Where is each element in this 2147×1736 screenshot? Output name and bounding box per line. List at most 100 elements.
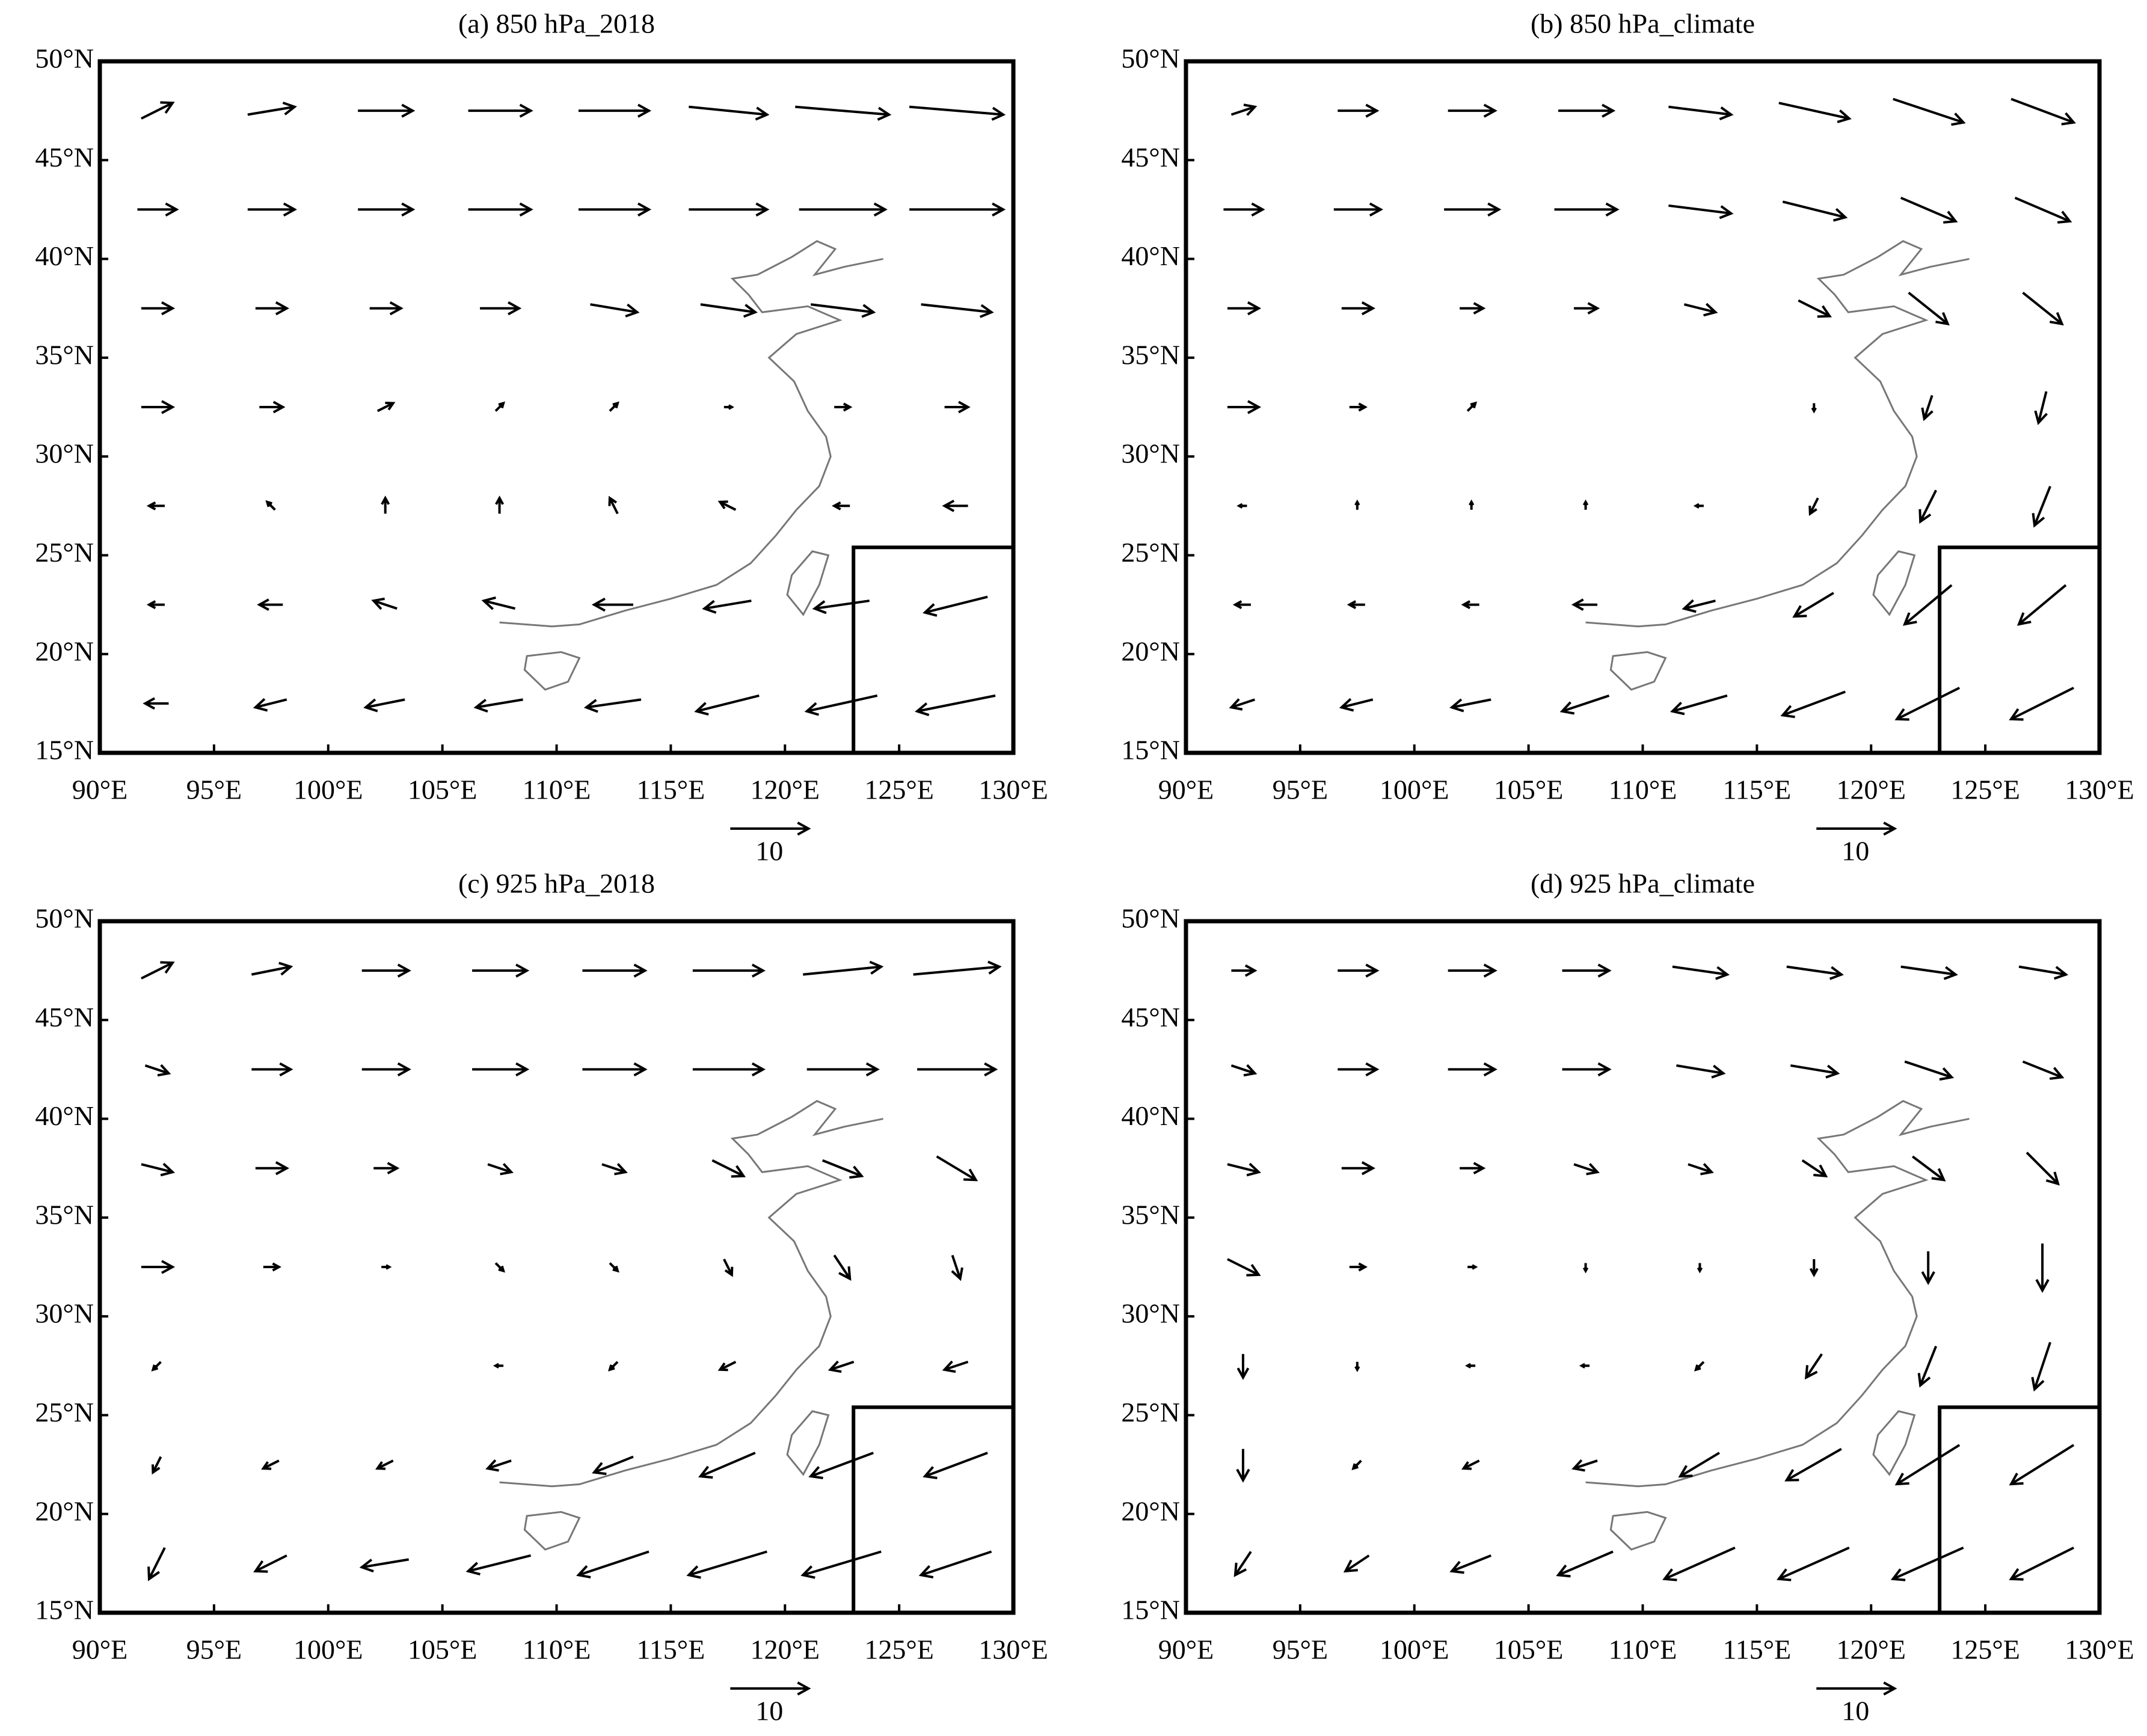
wind-vector bbox=[2035, 1244, 2050, 1293]
wind-vector bbox=[1903, 584, 1953, 626]
wind-vector bbox=[1347, 600, 1365, 610]
wind-vector bbox=[1694, 1361, 1705, 1372]
wind-vector bbox=[609, 401, 619, 412]
wind-vector bbox=[1230, 1064, 1258, 1077]
y-tick-label: 50°N bbox=[1121, 43, 1180, 74]
y-tick-label: 15°N bbox=[1121, 1595, 1180, 1625]
wind-vector bbox=[917, 1062, 998, 1077]
wind-vector bbox=[472, 1062, 530, 1077]
wind-vector bbox=[717, 1361, 737, 1372]
wind-vector bbox=[1894, 1444, 1961, 1486]
wind-vector bbox=[1894, 687, 1961, 721]
wind-vector bbox=[263, 1262, 281, 1272]
wind-vector bbox=[1236, 1449, 1250, 1483]
y-tick-label: 20°N bbox=[1121, 636, 1180, 666]
wind-vector bbox=[1465, 1363, 1476, 1369]
x-tick-label: 120°E bbox=[751, 774, 820, 805]
wind-vector bbox=[1339, 698, 1374, 712]
wind-vector bbox=[1338, 1062, 1380, 1077]
wind-vector bbox=[806, 1062, 880, 1077]
wind-vector bbox=[923, 595, 988, 617]
reference-vector bbox=[1816, 1681, 1897, 1696]
wind-vector bbox=[822, 1159, 864, 1179]
x-tick-label: 95°E bbox=[1273, 774, 1328, 805]
wind-vector bbox=[141, 400, 176, 414]
reference-label: 10 bbox=[1841, 836, 1869, 866]
wind-vector bbox=[1444, 202, 1502, 217]
wind-vector bbox=[1236, 503, 1247, 509]
y-tick-label: 40°N bbox=[1121, 241, 1180, 271]
wind-vector bbox=[1460, 1162, 1486, 1175]
wind-vector bbox=[601, 1163, 628, 1176]
wind-vector bbox=[1676, 1064, 1726, 1079]
wind-vector bbox=[480, 301, 522, 316]
wind-vector bbox=[1343, 1554, 1370, 1573]
wind-vector bbox=[800, 1550, 882, 1579]
x-tick-label: 90°E bbox=[72, 774, 128, 805]
y-tick-label: 15°N bbox=[35, 735, 94, 765]
wind-vector bbox=[1448, 1062, 1497, 1077]
wind-vector bbox=[1688, 1163, 1714, 1176]
wind-vector bbox=[578, 202, 652, 217]
y-tick-label: 30°N bbox=[1121, 438, 1180, 469]
wind-vector bbox=[1231, 964, 1258, 977]
wind-vector bbox=[1562, 963, 1612, 978]
wind-vector bbox=[576, 1550, 650, 1579]
wind-vector bbox=[468, 103, 533, 118]
y-tick-label: 30°N bbox=[1121, 1298, 1180, 1329]
x-tick-label: 100°E bbox=[293, 774, 363, 805]
wind-vector bbox=[1338, 103, 1380, 118]
wind-vector bbox=[1460, 302, 1486, 315]
y-tick-label: 40°N bbox=[35, 241, 94, 271]
wind-vector bbox=[2026, 1152, 2060, 1186]
wind-vector bbox=[1921, 394, 1934, 422]
wind-vector bbox=[2022, 1060, 2065, 1080]
x-tick-label: 115°E bbox=[1722, 1634, 1791, 1665]
wind-vector bbox=[698, 1452, 756, 1479]
wind-vector bbox=[1900, 965, 1958, 980]
y-tick-label: 25°N bbox=[35, 537, 94, 568]
wind-vector bbox=[1461, 1459, 1480, 1470]
x-tick-label: 110°E bbox=[1609, 774, 1677, 805]
wind-vector bbox=[1579, 1363, 1590, 1369]
wind-vector bbox=[1921, 1251, 1935, 1286]
y-tick-label: 45°N bbox=[35, 1002, 94, 1032]
wind-vector bbox=[1582, 499, 1589, 510]
island bbox=[1872, 1410, 1916, 1476]
wind-vector bbox=[1801, 1159, 1828, 1178]
wind-vector bbox=[146, 600, 165, 610]
wind-vector bbox=[1227, 301, 1262, 316]
wind-vector bbox=[1354, 1361, 1360, 1372]
wind-vector bbox=[2009, 1444, 2075, 1486]
y-tick-label: 20°N bbox=[1121, 1495, 1180, 1526]
wind-vector bbox=[1662, 1547, 1736, 1581]
wind-vector bbox=[592, 1455, 634, 1476]
wind-vector bbox=[1230, 103, 1258, 116]
wind-vector bbox=[1449, 698, 1491, 713]
x-tick-label: 125°E bbox=[1950, 1634, 2020, 1665]
wind-vector bbox=[1777, 1547, 1850, 1581]
wind-vector bbox=[1809, 1259, 1819, 1278]
wind-vector bbox=[2016, 584, 2067, 626]
wind-vector bbox=[363, 698, 405, 713]
wind-vector bbox=[361, 1062, 411, 1077]
wind-vector bbox=[371, 597, 398, 610]
x-tick-label: 90°E bbox=[1158, 1634, 1214, 1665]
wind-vector bbox=[1227, 400, 1262, 414]
wind-vector bbox=[369, 301, 404, 316]
wind-vector bbox=[1574, 302, 1600, 315]
panel: (d) 925 hPa_climate 90°E 95°E 100°E 105°E 110… bbox=[1121, 868, 2134, 1726]
panel-title: (b) 850 hPa_climate bbox=[1531, 8, 1755, 39]
wind-vector bbox=[1682, 599, 1716, 613]
inset-frame bbox=[852, 545, 1016, 755]
island bbox=[523, 1511, 581, 1551]
wind-vector bbox=[609, 1262, 619, 1273]
wind-vector bbox=[247, 101, 297, 116]
wind-vector bbox=[944, 400, 971, 414]
wind-vector bbox=[493, 1363, 504, 1369]
wind-vector bbox=[692, 963, 766, 978]
y-tick-label: 15°N bbox=[1121, 735, 1180, 765]
wind-vector bbox=[1908, 292, 1950, 326]
panel-title: (a) 850 hPa_2018 bbox=[458, 8, 655, 39]
x-tick-label: 105°E bbox=[1494, 1634, 1564, 1665]
